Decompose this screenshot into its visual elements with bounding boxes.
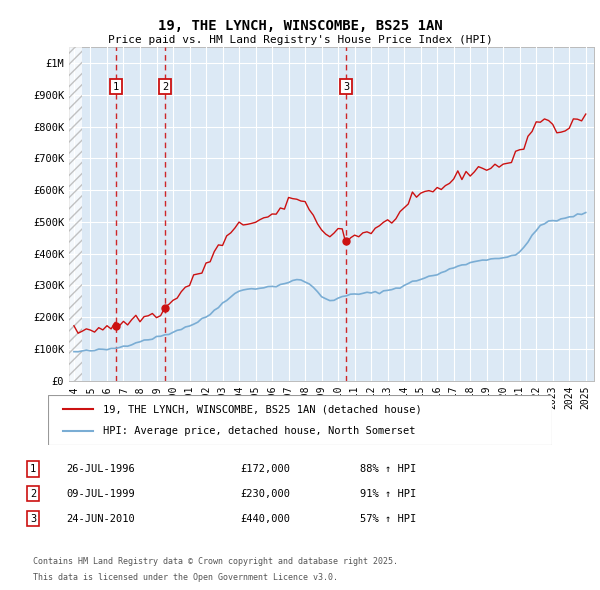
Text: 3: 3 <box>343 81 349 91</box>
Text: Contains HM Land Registry data © Crown copyright and database right 2025.: Contains HM Land Registry data © Crown c… <box>33 557 398 566</box>
Text: HPI: Average price, detached house, North Somerset: HPI: Average price, detached house, Nort… <box>103 427 416 437</box>
Text: 19, THE LYNCH, WINSCOMBE, BS25 1AN: 19, THE LYNCH, WINSCOMBE, BS25 1AN <box>158 19 442 33</box>
Text: Price paid vs. HM Land Registry's House Price Index (HPI): Price paid vs. HM Land Registry's House … <box>107 35 493 45</box>
Text: 57% ↑ HPI: 57% ↑ HPI <box>360 514 416 523</box>
Text: £440,000: £440,000 <box>240 514 290 523</box>
Bar <box>69 47 82 381</box>
Text: 2: 2 <box>162 81 168 91</box>
Text: 19, THE LYNCH, WINSCOMBE, BS25 1AN (detached house): 19, THE LYNCH, WINSCOMBE, BS25 1AN (deta… <box>103 404 422 414</box>
Text: 2: 2 <box>30 489 36 499</box>
Text: 1: 1 <box>30 464 36 474</box>
Text: 1: 1 <box>113 81 119 91</box>
Text: 26-JUL-1996: 26-JUL-1996 <box>66 464 135 474</box>
Text: This data is licensed under the Open Government Licence v3.0.: This data is licensed under the Open Gov… <box>33 572 338 582</box>
Text: 24-JUN-2010: 24-JUN-2010 <box>66 514 135 523</box>
Text: £230,000: £230,000 <box>240 489 290 499</box>
Text: 09-JUL-1999: 09-JUL-1999 <box>66 489 135 499</box>
Text: 88% ↑ HPI: 88% ↑ HPI <box>360 464 416 474</box>
Text: 3: 3 <box>30 514 36 523</box>
Text: 91% ↑ HPI: 91% ↑ HPI <box>360 489 416 499</box>
Text: £172,000: £172,000 <box>240 464 290 474</box>
FancyBboxPatch shape <box>48 395 552 445</box>
